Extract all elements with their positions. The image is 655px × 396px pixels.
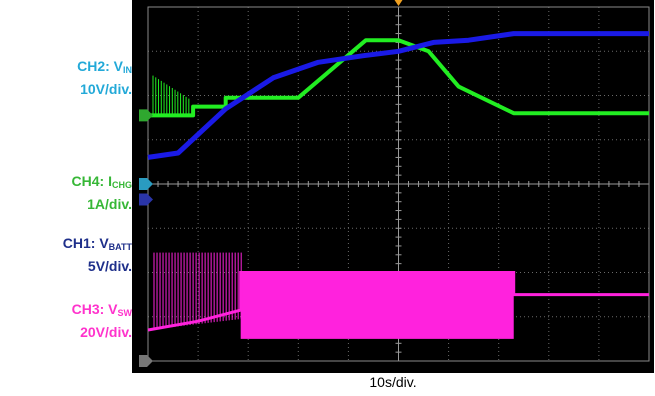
ch3-trace [147, 271, 649, 332]
ch2-ground-marker [139, 178, 153, 190]
scope-screen [132, 0, 654, 373]
ch3-ground-marker [139, 355, 153, 367]
ch2-name: CH2: VIN [77, 58, 132, 75]
ch1-label: CH1: VBATT 5V/div. [63, 234, 132, 276]
ch3-switch-band [240, 272, 514, 339]
ch1-name: CH1: VBATT [62, 235, 132, 252]
ch4-name: CH4: ICHG [71, 173, 132, 190]
ch2-label: CH2: VIN 10V/div. [77, 57, 132, 99]
ch1-ground-marker [139, 193, 153, 206]
ch1-trace [147, 31, 649, 160]
scope-plot [139, 0, 650, 367]
ch1-scale: 5V/div. [87, 258, 132, 274]
ch4-label: CH4: ICHG 1A/div. [72, 172, 132, 214]
ch3-scale: 20V/div. [80, 324, 132, 340]
trigger-marker [394, 0, 403, 6]
ch4-scale: 1A/div. [87, 196, 132, 212]
ch4-trace [148, 38, 649, 118]
ch2-scale: 10V/div. [80, 81, 132, 97]
ch4-ground-marker [139, 109, 153, 122]
ch3-label: CH3: VSW 20V/div. [72, 300, 132, 342]
ch3-name: CH3: VSW [71, 301, 132, 318]
timebase-label: 10s/div. [369, 374, 417, 390]
